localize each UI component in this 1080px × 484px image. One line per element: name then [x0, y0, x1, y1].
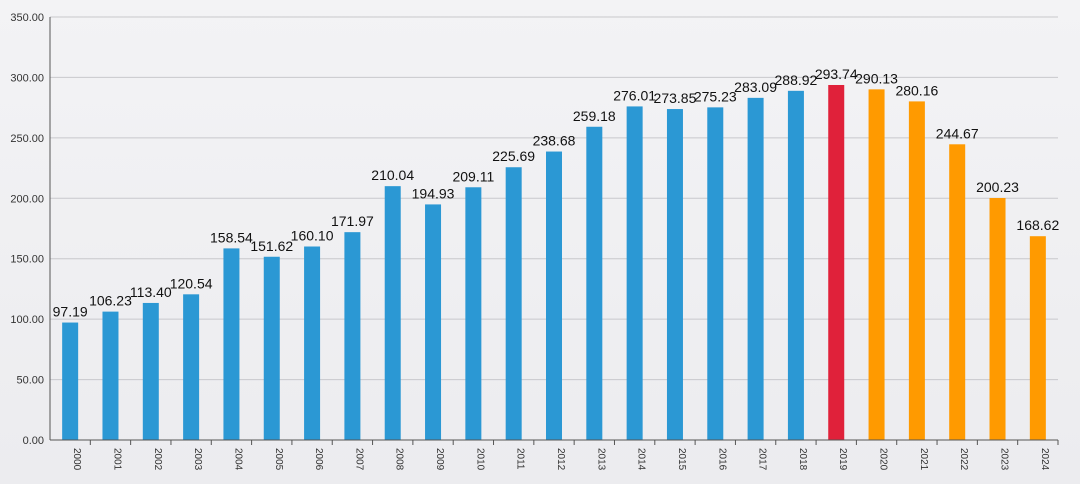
x-tick-label-2018: 2018: [797, 448, 808, 471]
x-tick-label-2011: 2011: [515, 448, 526, 470]
bar-2014: [626, 106, 643, 440]
bars: [62, 84, 1046, 441]
data-label-2019: 293.74: [815, 66, 858, 82]
x-tick-label-2007: 2007: [353, 448, 364, 471]
x-tick-label-2001: 2001: [111, 448, 122, 471]
x-tick-label-2023: 2023: [999, 448, 1010, 471]
data-label-2001: 106.23: [89, 293, 132, 309]
y-tick-label: 350.00: [10, 12, 44, 24]
data-label-2006: 160.10: [291, 228, 334, 244]
bar-2019: [828, 84, 845, 440]
x-tick-label-2015: 2015: [676, 448, 687, 471]
y-tick-label: 300.00: [10, 72, 44, 84]
bar-2009: [425, 204, 442, 440]
bar-2008: [384, 186, 401, 440]
x-tick-label-2002: 2002: [152, 448, 163, 471]
x-axis: 2000 2001 2002 2003 2004 2005 2006 2007 2008 2009…: [50, 439, 1059, 471]
x-tick-label-2019: 2019: [837, 448, 848, 471]
x-tick-label-2022: 2022: [958, 448, 969, 471]
x-tick-label-2003: 2003: [192, 448, 203, 471]
data-label-2022: 244.67: [936, 125, 979, 141]
x-tick-label-2024: 2024: [1039, 448, 1050, 471]
y-tick-label: 100.00: [10, 314, 44, 326]
x-tick-label-2009: 2009: [434, 448, 445, 471]
data-label-2002: 113.40: [130, 284, 172, 300]
x-tick-label-2008: 2008: [394, 448, 405, 471]
bar-2021: [908, 101, 925, 441]
y-axis: 0.00 50.00 100.00 150.00 200.00 250.00 300.00 3…: [10, 12, 51, 447]
bar-2013: [586, 126, 603, 441]
y-tick-label: 0.00: [23, 435, 44, 447]
data-label-2010: 209.11: [452, 168, 494, 184]
data-label-2016: 275.23: [694, 88, 737, 104]
x-tick-label-2006: 2006: [313, 448, 324, 471]
bar-2010: [465, 187, 482, 440]
x-tick-label-2014: 2014: [636, 448, 647, 471]
bar-2004: [223, 248, 240, 440]
y-tick-label: 50.00: [16, 375, 44, 387]
data-label-2023: 200.23: [976, 179, 1019, 195]
x-tick-label-2013: 2013: [595, 448, 606, 471]
data-label-2012: 238.68: [533, 133, 576, 149]
bar-2022: [949, 144, 966, 440]
x-tick-label-2000: 2000: [71, 448, 82, 471]
bar-2018: [787, 90, 804, 440]
bar-2023: [989, 198, 1006, 440]
bar-2006: [304, 246, 321, 440]
data-label-2009: 194.93: [412, 185, 455, 201]
data-label-2004: 158.54: [210, 229, 253, 245]
bar-2005: [263, 256, 280, 440]
data-label-2013: 259.18: [573, 108, 616, 124]
data-label-2020: 290.13: [855, 70, 898, 86]
bar-2007: [344, 232, 361, 440]
data-label-2018: 288.92: [775, 72, 818, 88]
data-label-2008: 210.04: [371, 167, 414, 183]
x-tick-label-2012: 2012: [555, 448, 566, 471]
x-tick-label-2020: 2020: [878, 448, 889, 471]
x-tick-label-2004: 2004: [232, 448, 243, 471]
x-tick-label-2021: 2021: [918, 448, 929, 471]
y-tick-label: 250.00: [10, 133, 44, 145]
x-tick-label-2010: 2010: [474, 448, 485, 471]
data-label-2017: 283.09: [734, 79, 777, 95]
x-tick-label-2016: 2016: [716, 448, 727, 471]
bar-2000: [62, 322, 79, 440]
x-tick-label-2017: 2017: [757, 448, 768, 471]
bar-2020: [868, 89, 885, 440]
y-tick-label: 200.00: [10, 193, 44, 205]
bar-2024: [1029, 236, 1046, 440]
data-label-2005: 151.62: [250, 238, 293, 254]
data-label-2015: 273.85: [654, 90, 697, 106]
bar-2015: [666, 109, 683, 440]
data-label-2014: 276.01: [613, 87, 656, 103]
data-label-2024: 168.62: [1016, 217, 1059, 233]
bar-2016: [707, 107, 724, 441]
bar-2003: [183, 294, 200, 440]
bar-2017: [747, 97, 764, 441]
data-label-2011: 225.69: [492, 148, 535, 164]
data-label-2007: 171.97: [331, 213, 374, 229]
data-label-2003: 120.54: [170, 275, 213, 291]
bar-2002: [142, 302, 159, 440]
data-label-2021: 280.16: [895, 82, 938, 98]
x-tick-label-2005: 2005: [273, 448, 284, 471]
y-tick-label: 150.00: [10, 254, 44, 266]
bar-2011: [505, 167, 522, 440]
data-label-2000: 97.19: [53, 304, 88, 320]
bar-2012: [546, 151, 562, 440]
bar-2001: [102, 311, 119, 440]
